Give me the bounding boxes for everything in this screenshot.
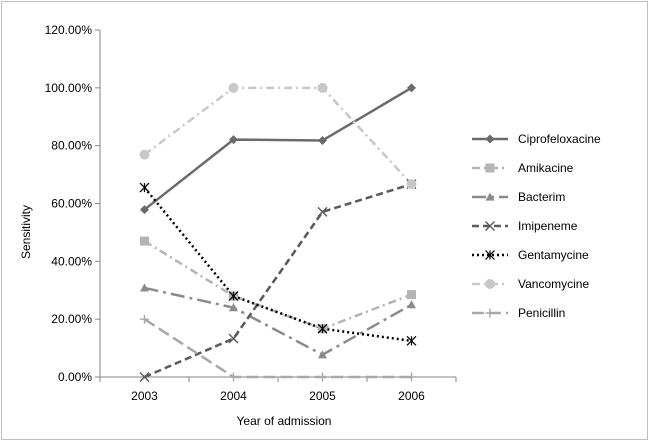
series-markers bbox=[139, 82, 417, 382]
legend-marker-ciprofeloxacine bbox=[485, 134, 495, 144]
y-tick-label: 20.00% bbox=[51, 312, 92, 326]
legend: Ciprofeloxacine Amikacine Bacterim Imipenem… bbox=[472, 132, 601, 320]
series-line-vancomycine bbox=[143, 86, 413, 185]
y-tick-label: 120.00% bbox=[45, 23, 93, 37]
series-line-ciprofeloxacine bbox=[143, 86, 413, 211]
x-tick-label: 2004 bbox=[220, 389, 247, 403]
data-point-penicillin bbox=[318, 372, 327, 382]
data-point-vancomycine bbox=[406, 179, 417, 190]
legend-label-imipeneme: Imipeneme bbox=[518, 219, 578, 233]
data-point-ciprofeloxacine bbox=[229, 135, 238, 145]
data-point-gentamycine bbox=[228, 291, 239, 301]
y-tick-label: 40.00% bbox=[51, 254, 92, 268]
data-point-bacterim bbox=[140, 283, 149, 292]
legend-marker-amikacine bbox=[485, 163, 495, 173]
data-point-gentamycine bbox=[406, 335, 417, 346]
legend-label-ciprofeloxacine: Ciprofeloxacine bbox=[518, 132, 601, 146]
data-point-penicillin bbox=[140, 314, 149, 324]
data-point-penicillin bbox=[407, 372, 416, 382]
y-tick-label: 60.00% bbox=[51, 197, 92, 211]
data-point-bacterim bbox=[318, 350, 327, 359]
legend-label-bacterim: Bacterim bbox=[518, 190, 565, 204]
x-tick-label: 2003 bbox=[131, 389, 158, 403]
y-tick-label: 80.00% bbox=[51, 139, 92, 153]
x-tick-label: 2005 bbox=[309, 389, 336, 403]
data-point-imipeneme bbox=[139, 372, 150, 382]
data-point-imipeneme bbox=[317, 206, 328, 217]
data-point-ciprofeloxacine bbox=[140, 205, 149, 215]
data-point-vancomycine bbox=[139, 149, 150, 160]
x-tick-label: 2006 bbox=[398, 389, 425, 403]
legend-marker-penicillin bbox=[485, 308, 495, 318]
series-line-amikacine bbox=[143, 240, 412, 330]
series-lines bbox=[143, 86, 413, 379]
data-point-gentamycine bbox=[139, 182, 150, 193]
legend-label-amikacine: Amikacine bbox=[518, 161, 574, 175]
data-point-vancomycine bbox=[317, 82, 328, 93]
series-line-imipeneme bbox=[144, 182, 412, 379]
legend-marker-vancomycine bbox=[485, 279, 495, 289]
series-line-bacterim bbox=[144, 286, 413, 356]
y-axis-title: Sensitivity bbox=[19, 205, 33, 259]
data-point-bacterim bbox=[229, 303, 238, 312]
data-point-penicillin bbox=[229, 372, 238, 382]
axes: 0.00% 20.00% 40.00% 60.00% 80.00% 100.00% 120.… bbox=[45, 23, 457, 403]
data-point-gentamycine bbox=[317, 323, 328, 334]
data-point-amikacine bbox=[407, 290, 416, 300]
data-point-amikacine bbox=[140, 236, 149, 246]
data-point-bacterim bbox=[407, 300, 416, 309]
data-point-ciprofeloxacine bbox=[407, 83, 416, 93]
series-line-gentamycine bbox=[143, 186, 412, 343]
x-axis-title: Year of admission bbox=[237, 414, 332, 428]
legend-marker-gentamycine bbox=[485, 250, 495, 260]
data-point-imipeneme bbox=[228, 333, 239, 344]
y-tick-label: 100.00% bbox=[45, 81, 93, 95]
legend-marker-bacterim bbox=[485, 192, 495, 201]
legend-marker-imipeneme bbox=[485, 221, 495, 231]
y-tick-label: 0.00% bbox=[58, 370, 92, 384]
legend-label-gentamycine: Gentamycine bbox=[518, 248, 589, 262]
legend-label-vancomycine: Vancomycine bbox=[518, 277, 589, 291]
data-point-ciprofeloxacine bbox=[318, 135, 327, 145]
series-line-penicillin bbox=[143, 318, 412, 379]
data-point-vancomycine bbox=[228, 82, 239, 93]
legend-label-penicillin: Penicillin bbox=[518, 306, 565, 320]
